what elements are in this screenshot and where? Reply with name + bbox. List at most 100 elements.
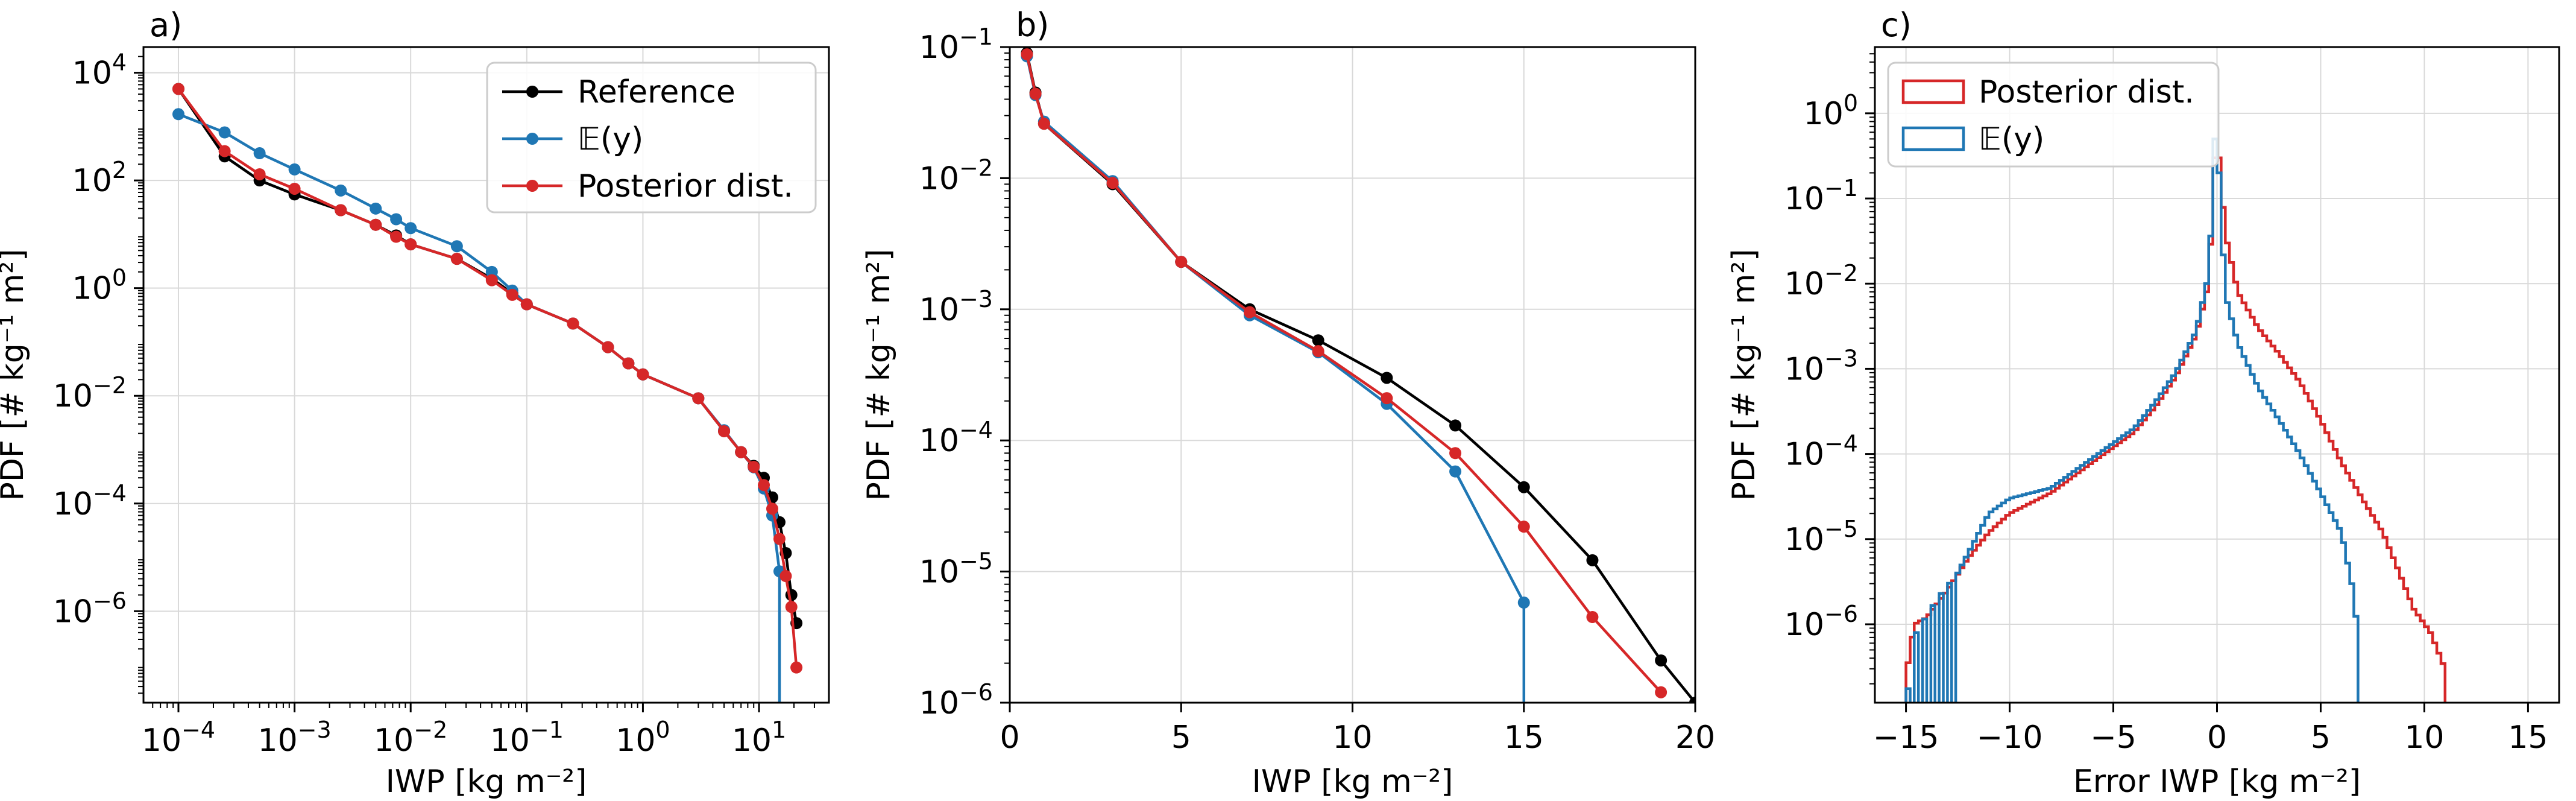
data-point	[1312, 345, 1324, 358]
x-tick-label: 10−2	[374, 717, 447, 759]
x-tick: 5	[1171, 703, 1191, 756]
y-tick: 10−1	[919, 24, 1010, 66]
legend-label: Posterior dist.	[1979, 74, 2194, 110]
y-tick-label: 10−5	[1784, 516, 1858, 558]
data-point	[1449, 419, 1462, 432]
data-point	[779, 570, 792, 583]
series-line	[1025, 52, 1695, 703]
legend-frame	[486, 62, 817, 214]
y-tick-label: 100	[72, 265, 127, 307]
x-tick: 10−2	[374, 703, 447, 759]
y-tick: 10−4	[1784, 431, 1875, 473]
data-point	[1381, 372, 1393, 384]
x-tick-label: 5	[1171, 720, 1191, 756]
x-tick-label: 5	[2311, 720, 2331, 756]
data-point	[1517, 597, 1530, 609]
y-tick-label: 10−1	[919, 24, 993, 66]
y-axis-label: PDF [# kg⁻¹ m²]	[0, 249, 31, 501]
y-tick: 10−5	[1784, 516, 1875, 558]
data-point	[485, 274, 498, 287]
data-point	[766, 502, 778, 515]
x-tick: 15	[1504, 703, 1544, 756]
data-point	[405, 238, 417, 251]
x-tick: −15	[1873, 703, 1939, 756]
x-tick: 10	[1332, 703, 1373, 756]
x-tick: 5	[2311, 703, 2331, 756]
x-tick: 0	[1000, 703, 1020, 756]
data-point	[1449, 465, 1462, 478]
data-point	[218, 126, 231, 139]
data-point	[1689, 697, 1695, 703]
y-tick: 10−5	[919, 548, 1010, 590]
x-tick: 20	[1675, 703, 1715, 756]
x-tick: 10−4	[142, 703, 215, 759]
y-tick: 10−2	[919, 154, 1010, 197]
x-tick-label: 10−1	[490, 717, 564, 759]
x-tick-label: 10	[1332, 720, 1372, 756]
grid-c	[1875, 47, 2559, 703]
y-tick-label: 100	[1804, 90, 1858, 132]
data-point	[520, 298, 533, 311]
y-tick-label: 10−6	[919, 679, 993, 721]
y-tick-label: 10−3	[919, 286, 993, 328]
histogram-step	[1904, 138, 2360, 703]
data-point	[602, 341, 614, 353]
data-point	[1517, 521, 1530, 533]
x-tick: 0	[2207, 703, 2227, 756]
y-tick: 102	[72, 157, 143, 199]
panel-label: a)	[150, 6, 182, 44]
data-point	[288, 163, 301, 176]
panel-b: 0 5 10 15 20 10−6 10−5 10−4 10−3 10−2 10−1 IWP [kg …	[861, 6, 1715, 800]
x-tick-label: −15	[1873, 720, 1939, 756]
y-tick-label: 10−2	[1784, 260, 1858, 302]
data-point	[718, 425, 731, 437]
data-point	[253, 168, 266, 180]
y-tick-label: 10−2	[53, 372, 127, 414]
data-point	[1312, 334, 1324, 347]
y-tick-label: 10−4	[53, 480, 127, 522]
data-point	[172, 83, 184, 95]
legend-marker	[526, 86, 538, 98]
data-point	[390, 230, 403, 243]
y-tick-label: 10−2	[919, 154, 993, 197]
y-tick: 100	[72, 265, 143, 307]
data-point	[1655, 654, 1667, 666]
y-tick: 10−6	[919, 679, 1010, 721]
x-tick: −5	[2090, 703, 2137, 756]
legend-item: Posterior dist.	[502, 168, 793, 204]
x-tick: 10	[2404, 703, 2445, 756]
y-axis-label: PDF [# kg⁻¹ m²]	[861, 249, 897, 501]
x-tick-label: 10	[2404, 720, 2444, 756]
panel-c: −15 −10 −5 0 5 10 15 10−6 10−5 10−4 10−3 10−2 10−1 10…	[1726, 6, 2560, 800]
x-tick: 100	[616, 703, 670, 759]
y-tick: 10−2	[1784, 260, 1875, 302]
y-tick: 10−3	[919, 286, 1010, 328]
data-point	[790, 661, 803, 674]
data-point	[785, 601, 798, 613]
y-tick: 10−4	[53, 480, 143, 522]
x-tick: 101	[732, 703, 786, 759]
data-point	[485, 265, 498, 278]
x-tick-label: 10−3	[257, 717, 331, 759]
data-point	[253, 147, 266, 160]
legend-marker	[526, 133, 538, 145]
plot-area-b	[1021, 47, 1695, 703]
x-tick-label: 0	[1000, 720, 1019, 756]
legend-item: 𝔼(y)	[1901, 121, 2044, 157]
y-tick-label: 10−6	[1784, 601, 1858, 643]
legend-patch	[1901, 79, 1965, 104]
data-point	[622, 357, 635, 370]
y-tick: 10−6	[1784, 601, 1875, 643]
legend-panel-a: Reference 𝔼(y) Posterior dist.	[486, 62, 817, 214]
x-tick-label: −10	[1977, 720, 2043, 756]
series-𝔼(y)	[1021, 50, 1530, 703]
data-point	[692, 392, 705, 405]
plot-area-c	[1904, 138, 2447, 703]
legend-frame	[1887, 62, 2220, 168]
y-axis-label: PDF [# kg⁻¹ m²]	[1726, 249, 1762, 501]
data-point	[450, 240, 463, 253]
legend-patch	[1901, 126, 1965, 151]
legend-label: 𝔼(y)	[1979, 121, 2044, 157]
data-point	[735, 446, 748, 458]
x-axis-label: IWP [kg m⁻²]	[1252, 764, 1453, 800]
